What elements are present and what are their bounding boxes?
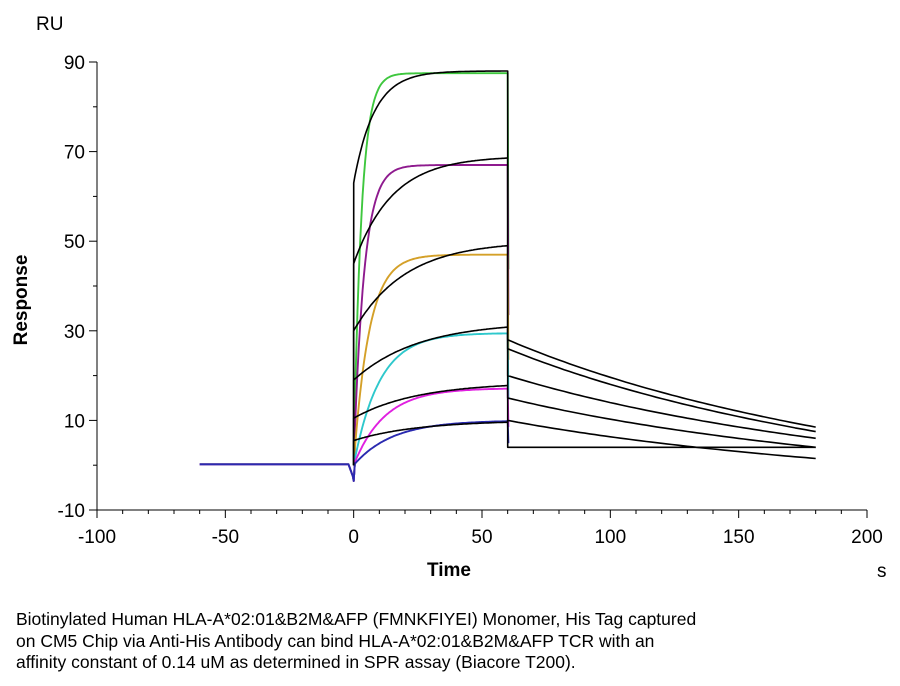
y-axis-title: Response xyxy=(11,254,32,346)
x-tick-label: 50 xyxy=(471,527,492,548)
y-tick-label: -10 xyxy=(58,501,85,522)
y-unit-label: RU xyxy=(36,14,64,35)
fit-curve xyxy=(352,157,816,466)
y-tick-label: 10 xyxy=(64,411,85,432)
sensorgram-chart: -10 10 30 50 70 90 -100 -50 0 50 100 150 200 xyxy=(58,53,883,548)
caption-line: affinity constant of 0.14 uM as determin… xyxy=(16,652,576,672)
y-tick-label: 90 xyxy=(64,53,85,74)
fit-curve xyxy=(352,384,816,466)
figure-caption: Biotinylated Human HLA-A*02:01&B2M&AFP (… xyxy=(16,609,886,674)
x-tick-label: 0 xyxy=(348,527,359,548)
y-tick-label: 50 xyxy=(64,232,85,253)
caption-line: Biotinylated Human HLA-A*02:01&B2M&AFP (… xyxy=(16,609,697,629)
chart-axes xyxy=(89,61,868,518)
chart-curves xyxy=(199,70,816,482)
y-tick-label: 30 xyxy=(64,322,85,343)
x-tick-label: -100 xyxy=(78,527,116,548)
fit-curve xyxy=(352,244,816,466)
x-unit-label: s xyxy=(877,561,887,582)
caption-line: on CM5 Chip via Anti-His Antibody can bi… xyxy=(16,630,655,651)
response-curve xyxy=(199,420,510,482)
fit-curve xyxy=(352,70,816,466)
x-tick-label: 200 xyxy=(851,527,883,548)
chart-tick-labels: -10 10 30 50 70 90 -100 -50 0 50 100 150 200 xyxy=(58,53,883,548)
x-tick-label: 100 xyxy=(594,527,626,548)
fit-curve xyxy=(352,419,816,466)
x-tick-label: 150 xyxy=(723,527,755,548)
y-tick-label: 70 xyxy=(64,143,85,164)
x-axis-title: Time xyxy=(426,560,472,581)
fit-curve xyxy=(352,326,816,466)
x-tick-label: -50 xyxy=(212,527,239,548)
